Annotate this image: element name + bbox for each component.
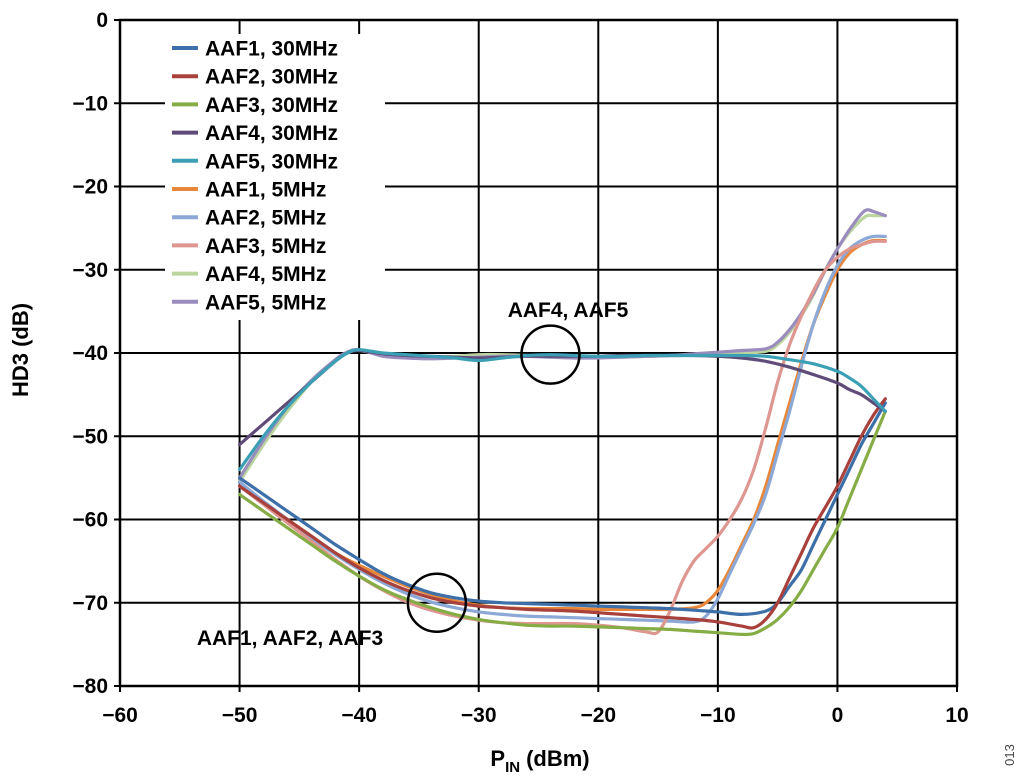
x-tick-label: −60 <box>102 704 138 727</box>
x-axis-ticks: −60 −50 −40 −30 −20 −10 0 10 <box>102 686 969 727</box>
y-tick-label: −10 <box>72 92 108 115</box>
y-tick-label: −50 <box>72 425 108 448</box>
x-axis-title: PIN (dBm) <box>490 746 589 776</box>
series-lines <box>238 208 887 637</box>
legend-label: AAF3, 5MHz <box>205 235 326 258</box>
series-line-1 <box>238 401 887 617</box>
y-axis-ticks: 0 −10 −20 −30 −40 −50 −60 −70 −80 <box>72 9 120 698</box>
legend: AAF1, 30MHz AAF2, 30MHz AAF3, 30MHz AAF4, 3… <box>165 34 385 320</box>
annotations: AAF4, AAF5 AAF1, AAF2, AAF3 <box>197 299 629 650</box>
x-tick-label: −10 <box>700 704 736 727</box>
annotation-label: AAF1, AAF2, AAF3 <box>197 627 383 650</box>
legend-label: AAF4, 30MHz <box>205 122 338 145</box>
x-tick-label: −30 <box>461 704 497 727</box>
legend-label: AAF5, 5MHz <box>205 291 326 314</box>
x-axis-title-main: P <box>490 746 505 771</box>
series-line-7 <box>238 234 887 624</box>
x-tick-label: 0 <box>832 704 844 727</box>
y-axis-title: HD3 (dB) <box>8 303 33 397</box>
legend-label: AAF2, 30MHz <box>205 66 338 89</box>
legend-label: AAF1, 30MHz <box>205 38 338 61</box>
plot-frame <box>118 18 959 688</box>
y-tick-label: −40 <box>72 342 108 365</box>
legend-label: AAF3, 30MHz <box>205 94 338 117</box>
x-tick-label: −50 <box>222 704 258 727</box>
legend-label: AAF1, 5MHz <box>205 179 326 202</box>
x-tick-label: 10 <box>945 704 968 727</box>
legend-label: AAF5, 30MHz <box>205 150 338 173</box>
annotation-label: AAF4, AAF5 <box>508 299 629 322</box>
series-line-5 <box>238 348 887 472</box>
y-tick-label: −20 <box>72 176 108 199</box>
x-axis-title-subscript: IN <box>505 759 520 776</box>
y-tick-label: −30 <box>72 259 108 282</box>
x-tick-label: −20 <box>580 704 616 727</box>
y-tick-label: −80 <box>72 675 108 698</box>
series-line-3 <box>238 409 887 637</box>
figure-id: 013 <box>1002 744 1017 766</box>
y-tick-label: −60 <box>72 509 108 532</box>
annotation-circle <box>520 324 581 385</box>
legend-label: AAF2, 5MHz <box>205 207 326 230</box>
annotation-circle <box>406 572 468 633</box>
y-tick-label: −70 <box>72 592 108 615</box>
y-tick-label: 0 <box>96 9 108 32</box>
legend-background <box>165 34 385 320</box>
x-axis-title-unit: (dBm) <box>526 746 590 771</box>
series-line-2 <box>238 397 887 630</box>
x-tick-label: −40 <box>341 704 377 727</box>
legend-label: AAF4, 5MHz <box>205 263 326 286</box>
